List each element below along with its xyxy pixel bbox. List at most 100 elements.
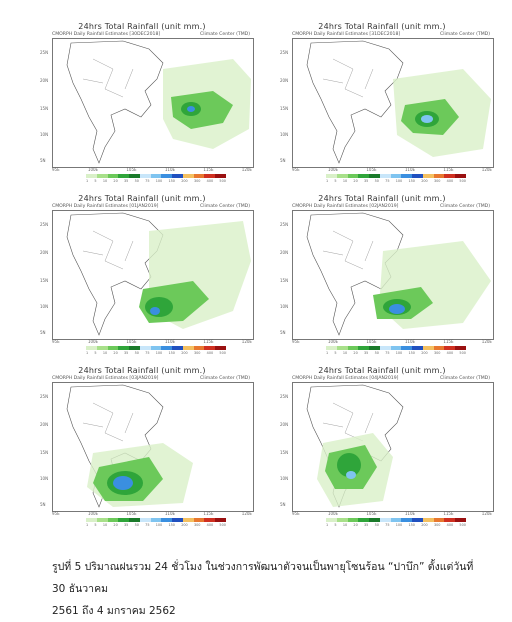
colorbar-label: 500 [459, 179, 466, 183]
lat-label: 10N [280, 304, 289, 309]
lon-label: 120E [481, 511, 492, 516]
lon-label: 115E [203, 511, 214, 516]
lon-label: 95E [292, 167, 300, 172]
lat-label: 5N [40, 330, 46, 335]
colorbar-label: 500 [459, 351, 466, 355]
colorbar-swatch [86, 518, 97, 522]
colorbar-swatch [401, 346, 413, 350]
colorbar-label: 200 [181, 523, 188, 527]
lat-label: 15N [280, 278, 289, 283]
panel-source: CMORPH Daily Rainfall Estimates [02JAN20… [292, 204, 399, 209]
colorbar-swatch [422, 518, 434, 522]
rainfall-map [292, 382, 494, 512]
colorbar-label: 10 [342, 179, 348, 183]
colorbar-swatch [433, 174, 445, 178]
panel-source: CMORPH Daily Rainfall Estimates [31DEC20… [292, 32, 401, 37]
lon-label: 115E [443, 339, 454, 344]
lat-label: 15N [280, 106, 289, 111]
colorbar-label: 50 [374, 179, 379, 183]
colorbar-label: 100 [155, 523, 163, 527]
colorbar-swatch [412, 518, 423, 522]
lon-label: 115E [443, 167, 454, 172]
lon-label: 110E [164, 339, 176, 344]
colorbar-swatch [358, 346, 370, 350]
colorbar-swatch [215, 346, 226, 350]
colorbar-swatch [204, 518, 216, 522]
colorbar-swatch [379, 346, 391, 350]
colorbar-label: 35 [124, 351, 129, 355]
panel-source: CMORPH Daily Rainfall Estimates [03JAN20… [52, 376, 159, 381]
colorbar-label: 300 [193, 179, 201, 183]
panel-subtitle: CMORPH Daily Rainfall Estimates [02JAN20… [292, 204, 490, 209]
lat-label: 25N [40, 394, 49, 399]
colorbar-label: 1 [326, 523, 329, 527]
lon-label: 120E [241, 511, 252, 516]
colorbar-swatch [326, 174, 337, 178]
lon-label: 120E [481, 167, 492, 172]
colorbar-swatch [129, 518, 140, 522]
map-canvas [306, 212, 491, 336]
panel-source: CMORPH Daily Rainfall Estimates [01JAN20… [52, 204, 159, 209]
colorbar-label: 300 [433, 351, 441, 355]
colorbar-label: 400 [446, 351, 454, 355]
colorbar-swatch [129, 174, 140, 178]
colorbar-swatch [150, 346, 162, 350]
colorbar-label: 1 [86, 351, 89, 355]
lon-label: 95E [52, 339, 60, 344]
borders [82, 230, 134, 270]
map-canvas [306, 384, 404, 508]
colorbar-label: 50 [134, 523, 139, 527]
rainfall-map [52, 382, 254, 512]
lon-label: 110E [404, 339, 416, 344]
colorbar-label: 5 [334, 179, 337, 183]
colorbar-label: 35 [364, 351, 369, 355]
lon-label: 105E [366, 511, 377, 516]
panel-credit: Climate Center (TMD) [200, 204, 250, 209]
colorbar-labels: 1 5 10 20 35 50 75 100 150 200 300 400 500 [326, 523, 466, 527]
lat-label: 20N [280, 422, 289, 427]
lon-labels: 95E 100E 105E 110E 115E 120E [52, 339, 252, 344]
colorbar-label: 150 [168, 351, 175, 355]
colorbar-swatch [172, 518, 183, 522]
colorbar-swatch [182, 518, 194, 522]
colorbar-label: 300 [433, 179, 441, 183]
colorbar-labels: 1 5 10 20 35 50 75 100 150 200 300 400 500 [86, 351, 226, 355]
lon-label: 115E [443, 511, 454, 516]
rainfall-panel-4: 24hrs Total Rainfall (unit mm.) CMORPH D… [268, 192, 496, 360]
colorbar-label: 1 [326, 351, 329, 355]
rainfall-panel-5: 24hrs Total Rainfall (unit mm.) CMORPH D… [28, 364, 256, 532]
colorbar-swatch [172, 174, 183, 178]
colorbar-swatch [193, 518, 205, 522]
colorbar-label: 100 [395, 179, 403, 183]
panel-subtitle: CMORPH Daily Rainfall Estimates [03JAN20… [52, 376, 250, 381]
lon-label: 110E [164, 511, 176, 516]
lat-label: 10N [280, 476, 289, 481]
lat-label: 5N [280, 158, 286, 163]
panel-title: 24hrs Total Rainfall (unit mm.) [318, 22, 446, 31]
colorbar-swatch [455, 174, 466, 178]
colorbar-swatch [347, 518, 359, 522]
colorbar-label: 400 [446, 179, 454, 183]
colorbar-label: 20 [353, 523, 358, 527]
lon-label: 95E [292, 511, 300, 516]
colorbar-label: 10 [342, 351, 348, 355]
lon-labels: 95E 100E 105E 110E 115E 120E [292, 167, 492, 172]
colorbar-label: 200 [181, 351, 188, 355]
lat-label: 10N [280, 132, 289, 137]
colorbar-swatch [422, 174, 434, 178]
colorbar-label: 500 [219, 523, 226, 527]
colorbar-swatch [433, 346, 445, 350]
caption-line-1: รูปที่ 5 ปริมาณฝนรวม 24 ชั่วโมง ในช่วงกา… [52, 561, 474, 595]
lon-label: 105E [366, 167, 377, 172]
colorbar [326, 346, 466, 350]
colorbar [326, 174, 466, 178]
lon-label: 110E [404, 511, 416, 516]
panel-credit: Climate Center (TMD) [440, 204, 490, 209]
colorbar-label: 200 [421, 523, 428, 527]
colorbar-label: 500 [219, 351, 226, 355]
colorbar-label: 200 [421, 351, 428, 355]
colorbar-label: 150 [408, 351, 415, 355]
lon-label: 95E [52, 167, 60, 172]
colorbar-swatch [369, 518, 380, 522]
lon-label: 120E [481, 339, 492, 344]
